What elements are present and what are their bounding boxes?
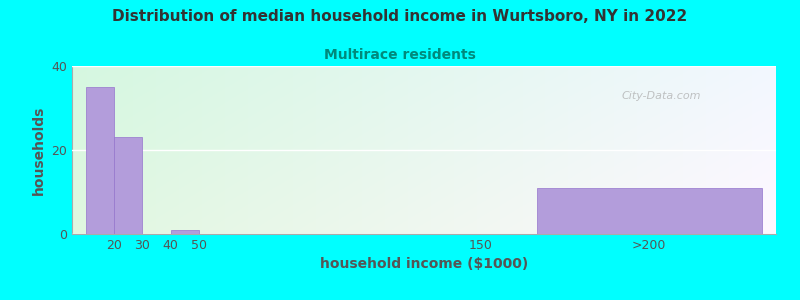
Bar [170, 230, 198, 234]
Text: City-Data.com: City-Data.com [621, 91, 701, 101]
Text: Distribution of median household income in Wurtsboro, NY in 2022: Distribution of median household income … [112, 9, 688, 24]
X-axis label: household income ($1000): household income ($1000) [320, 257, 528, 272]
Bar [114, 137, 142, 234]
Text: Multirace residents: Multirace residents [324, 48, 476, 62]
Y-axis label: households: households [32, 105, 46, 195]
Bar [86, 87, 114, 234]
Bar [537, 188, 762, 234]
